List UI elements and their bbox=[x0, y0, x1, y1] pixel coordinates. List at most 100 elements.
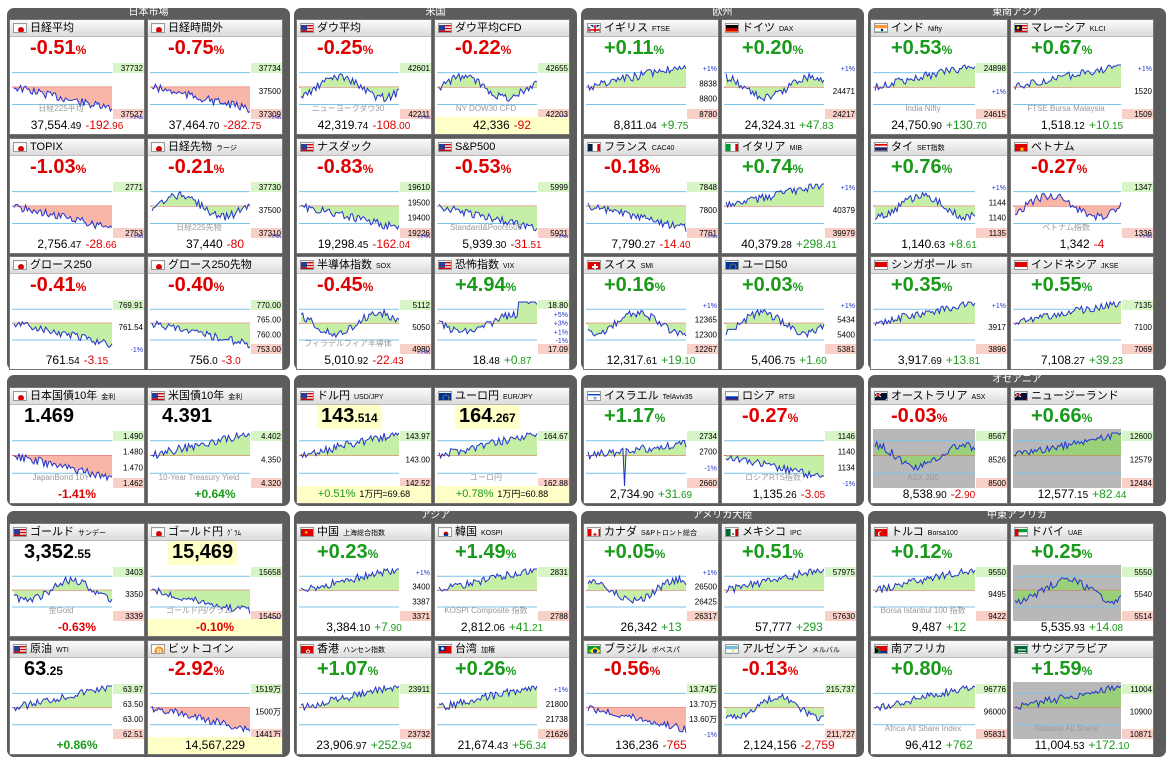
tile-header[interactable]: 半導体指数 SOX bbox=[297, 257, 431, 274]
tile-header[interactable]: タイ SET指数 bbox=[871, 139, 1007, 156]
market-tile[interactable]: ナスダック -0.83% 19610 19500 19400 19226 -1% 19,298… bbox=[296, 138, 432, 254]
tile-header[interactable]: ★ニュージーランド bbox=[1011, 388, 1153, 405]
tile-header[interactable]: シンガポール STI bbox=[871, 257, 1007, 274]
tile-header[interactable]: トルコ Borsa100 bbox=[871, 524, 1007, 541]
market-tile[interactable]: イタリア MIB +0.74% +1% 40379 39979 40,379.28 +298.… bbox=[721, 138, 857, 254]
market-tile[interactable]: ゴールド円ｸﾞﾗﾑ15,469ゴールド円/グラム1565815450-1%-0.… bbox=[147, 523, 283, 637]
market-tile[interactable]: 原油 WTI 63.25 63.97 63.50 63.00 62.51 +0.86% bbox=[9, 640, 145, 755]
tile-header[interactable]: スイス SMI bbox=[584, 257, 718, 274]
market-tile[interactable]: ★ 中国 上海総合指数 +0.23% +1% 3400 3387 3371 3,384.10 +7… bbox=[296, 523, 432, 637]
market-tile[interactable]: ユーロ円 EUR/JPY 164.267 ユーロ円 164.67 162.88 +0.78%… bbox=[434, 387, 570, 504]
tile-header[interactable]: ユーロ円 EUR/JPY bbox=[435, 388, 569, 405]
market-tile[interactable]: 日経先物 ラージ -0.21% 日経225先物 37730 37500 37310 -1% 37… bbox=[147, 138, 283, 254]
tile-header[interactable]: ナスダック bbox=[297, 139, 431, 156]
tile-header[interactable]: ✡ イスラエル TelAviv35 bbox=[584, 388, 718, 405]
market-tile[interactable]: フランス CAC40 -0.18% 7848 7800 7761 -1% 7,790.27 -1… bbox=[583, 138, 719, 254]
tile-header[interactable]: イタリア MIB bbox=[722, 139, 856, 156]
market-tile[interactable]: グロース250 -0.41% 769.91 761.54 -1% 761.54 -3.15 bbox=[9, 256, 145, 370]
tile-header[interactable]: S&P500 bbox=[435, 139, 569, 156]
market-tile[interactable]: ダウ平均 -0.25% ニューヨークダウ30 42601 42211 -1% 42,319.… bbox=[296, 19, 432, 135]
market-tile[interactable]: シンガポール STI +0.35% +1% 3917 3896 3,917.69 +13.81 bbox=[870, 256, 1008, 370]
tile-header[interactable]: 恐怖指数 VIX bbox=[435, 257, 569, 274]
tile-header[interactable]: イギリス FTSE bbox=[584, 20, 718, 37]
market-tile[interactable]: 米国債10年 金利 4.391 10-Year Treasury Yield 4.402… bbox=[147, 387, 283, 504]
tile-header[interactable]: ブラジル ボベスパ bbox=[584, 641, 718, 658]
flag-my-icon bbox=[1014, 23, 1028, 33]
market-tile[interactable]: S&P500 -0.53% Standard&Poors500 5999 5921 -1%… bbox=[434, 138, 570, 254]
level-label-bg bbox=[976, 228, 1007, 238]
tile-header[interactable]: 台湾 加権 bbox=[435, 641, 569, 658]
market-tile[interactable]: トルコ Borsa100 +0.12% Borsa Istanbul 100 指数 95… bbox=[870, 523, 1008, 637]
market-tile[interactable]: ドイツ DAX +0.20% +1% 24471 24217 24,324.31 +47.83 bbox=[721, 19, 857, 135]
tile-header[interactable]: ゴールド サンデー bbox=[10, 524, 144, 541]
day-change: +0.78% bbox=[455, 488, 494, 500]
market-tile[interactable]: ブラジル ボベスパ -0.56% 13.74万 13.70万 13.60万 -1% 136,2… bbox=[583, 640, 719, 755]
tile-header[interactable]: ゴールド円 ｸﾞﾗﾑ bbox=[148, 524, 282, 541]
tile-header[interactable]: ★ ベトナム bbox=[1011, 139, 1153, 156]
tile-header[interactable]: ドバイ UAE bbox=[1011, 524, 1153, 541]
market-tile[interactable]: インドネシア JKSE +0.55% 7135 7100 7069 7,108.27 +39.… bbox=[1010, 256, 1154, 370]
tile-header[interactable]: インド Nifty bbox=[871, 20, 1007, 37]
market-tile[interactable]: ★ ベトナム -0.27% ベトナム指数 1347 1336 -1% 1,342 -4 bbox=[1010, 138, 1154, 254]
market-tile[interactable]: 半導体指数 SOX -0.45% フィラデルフィア半導体 5112 5050 4980 -1%… bbox=[296, 256, 432, 370]
tile-header[interactable]: インドネシア JKSE bbox=[1011, 257, 1153, 274]
tile-header[interactable]: 原油 WTI bbox=[10, 641, 144, 658]
market-tile[interactable]: 日経平均 -0.51% 日経225平均 37732 37527 -1% 37,554.49-… bbox=[9, 19, 145, 135]
tile-header[interactable]: ロシア RTSI bbox=[722, 388, 856, 405]
market-tile[interactable]: インド Nifty +0.53% India Nifty 24898 +1% 24615 24… bbox=[870, 19, 1008, 135]
market-tile[interactable]: ゴールド サンデー 3,352.55 金Gold 3403 3350 3339 -0.63% bbox=[9, 523, 145, 637]
market-tile[interactable]: ロシア RTSI -0.27% ロシアRTS指数 1146 1140 1134 -1% 1,13… bbox=[721, 387, 857, 504]
market-tile[interactable]: イギリス FTSE +0.11% +1% 8838 8800 8780 8,811.04 +9.… bbox=[583, 19, 719, 135]
tile-header[interactable]: グロース250先物 bbox=[148, 257, 282, 274]
market-tile[interactable]: ✡ イスラエル TelAviv35 +1.17% 2734 2700 -1% 2660 2,73… bbox=[583, 387, 719, 504]
tile-header[interactable]: 韓国 KOSPI bbox=[435, 524, 569, 541]
tile-header[interactable]: 米国債10年 金利 bbox=[148, 388, 282, 405]
tile-header[interactable]: メキシコ IPC bbox=[722, 524, 856, 541]
market-tile[interactable]: ドバイ UAE +0.25% 5550 5540 5514 5,535.93 +14.08 bbox=[1010, 523, 1154, 637]
tile-header[interactable]: TOPIX bbox=[10, 139, 144, 156]
market-tile[interactable]: ドル円 USD/JPY 143.514 143.97 143.00 142.52 +0.51… bbox=[296, 387, 432, 504]
tile-header[interactable]: ★ 中国 上海総合指数 bbox=[297, 524, 431, 541]
market-tile[interactable]: ✿ 香港 ハンセン指数 +1.07% 23911 23732 23,906.97 +252.9… bbox=[296, 640, 432, 755]
tile-header[interactable]: 南アフリカ bbox=[871, 641, 1007, 658]
market-tile[interactable]: サウジアラビア +1.59% Tadawul All Share 11004 10900… bbox=[1010, 640, 1154, 755]
market-tile[interactable]: 台湾 加権 +0.26% +1% 21800 21738 21626 21,674.43 +56… bbox=[434, 640, 570, 755]
market-tile[interactable]: ₿ ビットコイン -2.92% 1519万 1500万 1441万 14,567,229 bbox=[147, 640, 283, 755]
tile-header[interactable]: ドイツ DAX bbox=[722, 20, 856, 37]
tile-header[interactable]: 日経平均 bbox=[10, 20, 144, 37]
market-tile[interactable]: ダウ平均CFD-0.22%NY DOW30 CFD4265542203-1%42… bbox=[434, 19, 570, 135]
tile-header[interactable]: ユーロ50 bbox=[722, 257, 856, 274]
market-tile[interactable]: 日本国債10年 金利 1.469 JapanBond 10Y 1.490 1.480 1.4… bbox=[9, 387, 145, 504]
tile-header[interactable]: グロース250 bbox=[10, 257, 144, 274]
market-tile[interactable]: スイス SMI +0.16% +1% 12365 12300 12267 12,317.61 +… bbox=[583, 256, 719, 370]
market-tile[interactable]: 南アフリカ +0.80% Africa All Share Index 96776 96… bbox=[870, 640, 1008, 755]
market-tile[interactable]: アルゼンチン メルバル -0.13% 215,737 211,727 2,124,156-… bbox=[721, 640, 857, 755]
market-tile[interactable]: TOPIX -1.03% 2771 2753 -1% 2,756.47 -28.66 bbox=[9, 138, 145, 254]
tile-header[interactable]: マレーシア KLCI bbox=[1011, 20, 1153, 37]
market-tile[interactable]: ★ニュージーランド+0.66%12600125791248412,577.15+… bbox=[1010, 387, 1154, 504]
tile-header[interactable]: サウジアラビア bbox=[1011, 641, 1153, 658]
tile-header[interactable]: フランス CAC40 bbox=[584, 139, 718, 156]
market-tile[interactable]: メキシコ IPC +0.51% 57975 57630 57,777 +293 bbox=[721, 523, 857, 637]
market-tile[interactable]: 恐怖指数 VIX +4.94% 18.80 +5% +3% +1% -1% 17.09 18.48… bbox=[434, 256, 570, 370]
tile-header[interactable]: ♣ カナダ S&Pトロント総合 bbox=[584, 524, 718, 541]
market-tile[interactable]: グロース250先物 -0.40% 770.00 765.00 760.00 753.00 7… bbox=[147, 256, 283, 370]
tile-header[interactable]: ダウ平均 bbox=[297, 20, 431, 37]
tile-header[interactable]: 日経先物 ラージ bbox=[148, 139, 282, 156]
tile-header[interactable]: アルゼンチン メルバル bbox=[722, 641, 856, 658]
tile-header[interactable]: 日経時間外 bbox=[148, 20, 282, 37]
tile-header[interactable]: ドル円 USD/JPY bbox=[297, 388, 431, 405]
market-tile[interactable]: タイ SET指数 +0.76% +1% 1144 1140 1135 1,140.63 +8.6… bbox=[870, 138, 1008, 254]
market-tile[interactable]: 日経時間外 -0.75% 37734 37500 37309 -1% 37,464.70 -2… bbox=[147, 19, 283, 135]
tile-header[interactable]: ダウ平均CFD bbox=[435, 20, 569, 37]
market-tile[interactable]: 韓国 KOSPI +1.49% KOSPI Composite 指数 2831 2788 2… bbox=[434, 523, 570, 637]
market-tile[interactable]: ユーロ50 +0.03% +1% 5434 5400 5381 5,406.75 +1.60 bbox=[721, 256, 857, 370]
market-tile[interactable]: ♣ カナダ S&Pトロント総合 +0.05% +1% 26500 26425 26317 26,… bbox=[583, 523, 719, 637]
level-label: 9422 bbox=[988, 612, 1006, 621]
tile-header[interactable]: ₿ ビットコイン bbox=[148, 641, 282, 658]
tile-header[interactable]: ✿ 香港 ハンセン指数 bbox=[297, 641, 431, 658]
tile-header[interactable]: 日本国債10年 金利 bbox=[10, 388, 144, 405]
market-tile[interactable]: マレーシア KLCI +0.67% FTSE Bursa Malaysia +1% 152… bbox=[1010, 19, 1154, 135]
